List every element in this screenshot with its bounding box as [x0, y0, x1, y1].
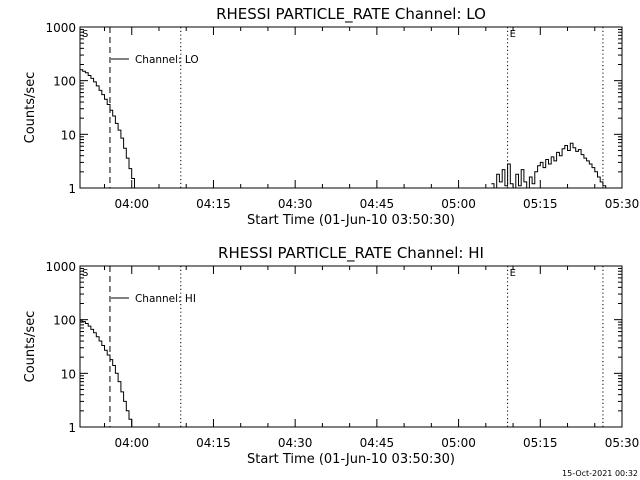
x-tick-label: 04:00 — [114, 436, 149, 450]
x-tick-label: 05:00 — [441, 197, 476, 211]
x-tick-label: 04:15 — [196, 436, 231, 450]
chart-panel-lo: RHESSI PARTICLE_RATE Channel: LO 1 10 100 10… — [23, 5, 639, 228]
marker-label: E — [510, 268, 516, 279]
chart-title: RHESSI PARTICLE_RATE Channel: HI — [218, 244, 484, 263]
legend-label: Channel: LO — [135, 54, 199, 66]
plot-frame — [79, 265, 623, 428]
x-tick-label: 05:30 — [605, 436, 640, 450]
chart-title: RHESSI PARTICLE_RATE Channel: LO — [216, 5, 486, 24]
x-tick-label: 04:45 — [360, 436, 395, 450]
x-axis-title: Start Time (01-Jun-10 03:50:30) — [247, 213, 455, 228]
chart-panel-hi: RHESSI PARTICLE_RATE Channel: HI 1 10 100 10… — [23, 244, 639, 467]
y-tick-label: 1000 — [45, 21, 76, 35]
x-tick-label: 05:30 — [605, 197, 640, 211]
y-tick-label: 100 — [53, 75, 76, 89]
x-tick-label: 04:30 — [278, 197, 313, 211]
y-tick-label: 1 — [68, 182, 76, 196]
data-line — [80, 320, 133, 427]
y-tick-label: 100 — [53, 314, 76, 328]
data-line — [491, 142, 607, 189]
x-tick-label: 04:15 — [196, 197, 231, 211]
x-tick-label: 04:45 — [360, 197, 395, 211]
x-tick-label: 04:30 — [278, 436, 313, 450]
y-tick-label: 10 — [61, 128, 76, 142]
y-axis-title: Counts/sec — [23, 72, 38, 144]
y-tick-label: 1000 — [45, 260, 76, 274]
y-tick-label: 1 — [68, 421, 76, 435]
data-line — [80, 69, 135, 188]
footer-timestamp: 15-Oct-2021 00:32 — [562, 469, 638, 478]
x-tick-label: 05:00 — [441, 436, 476, 450]
marker-label: E — [510, 29, 516, 40]
y-axis-title: Counts/sec — [23, 311, 38, 383]
x-tick-label: 04:00 — [114, 197, 149, 211]
x-tick-label: 05:15 — [523, 197, 558, 211]
marker-label: S — [82, 29, 88, 40]
y-tick-label: 10 — [61, 367, 76, 381]
x-tick-label: 05:15 — [523, 436, 558, 450]
legend-label: Channel: HI — [135, 293, 196, 305]
x-axis-title: Start Time (01-Jun-10 03:50:30) — [247, 452, 455, 467]
marker-label: S — [82, 268, 88, 279]
